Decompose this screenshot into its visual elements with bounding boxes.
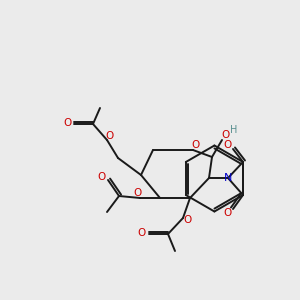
- Text: O: O: [224, 208, 232, 218]
- Text: O: O: [184, 215, 192, 225]
- Text: O: O: [98, 172, 106, 182]
- Text: N: N: [224, 173, 232, 183]
- Text: O: O: [133, 188, 141, 198]
- Text: O: O: [224, 140, 232, 150]
- Text: O: O: [138, 228, 146, 238]
- Text: H: H: [230, 125, 238, 135]
- Text: O: O: [106, 131, 114, 141]
- Text: O: O: [63, 118, 71, 128]
- Text: O: O: [221, 130, 229, 140]
- Text: O: O: [191, 140, 199, 150]
